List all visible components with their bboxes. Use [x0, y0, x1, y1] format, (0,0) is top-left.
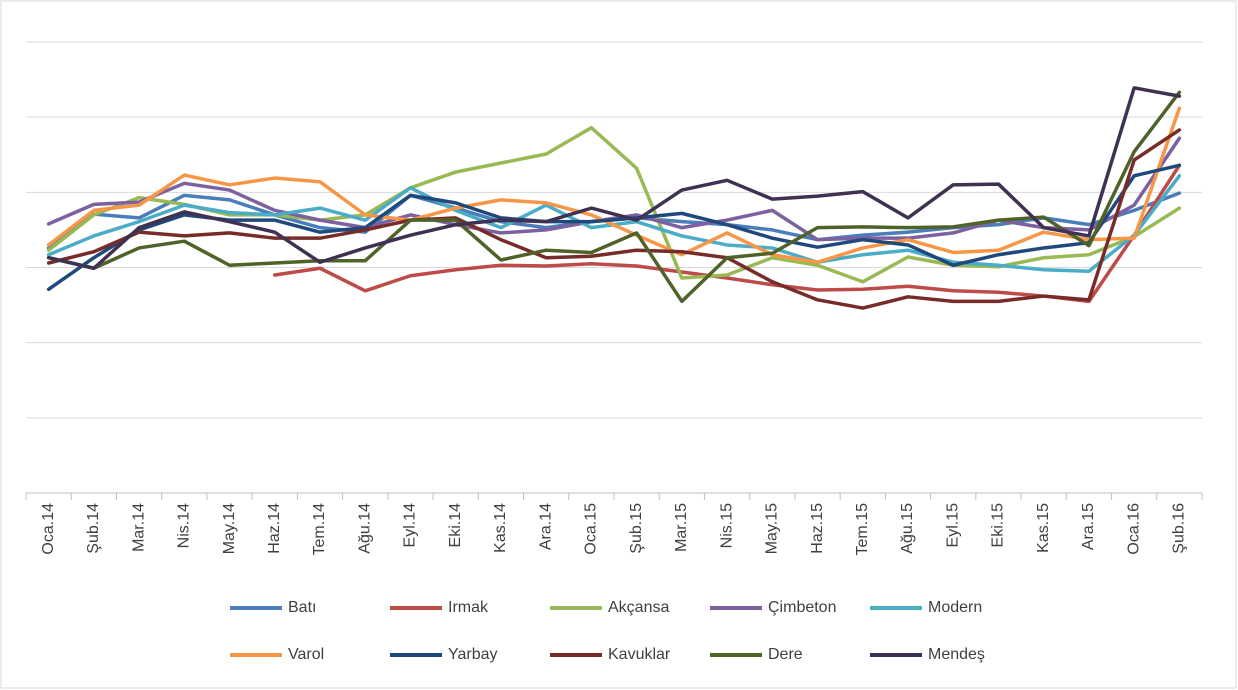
x-tick-label: Nis.14: [176, 503, 193, 548]
x-tick-label: Şub.15: [628, 503, 645, 554]
legend-label: Modern: [928, 599, 982, 616]
legend-label: Kavuklar: [608, 646, 671, 663]
legend-label: Irmak: [448, 599, 489, 616]
x-tick-label: Ara.15: [1080, 503, 1097, 550]
x-tick-label: Eki.14: [447, 503, 464, 548]
x-tick-label: Ağu.15: [899, 503, 916, 554]
x-tick-label: Eyl.14: [402, 503, 419, 548]
x-tick-label: Şub.14: [85, 503, 102, 554]
legend-label: Mendeş: [928, 646, 985, 663]
x-tick-label: Haz.14: [266, 503, 283, 554]
legend-label: Yarbay: [448, 646, 498, 663]
x-tick-label: Mar.15: [673, 503, 690, 552]
x-tick-label: Şub.16: [1171, 503, 1188, 554]
legend-label: Varol: [288, 646, 324, 663]
series-line: [46, 90, 1182, 304]
x-tick-label: Eyl.15: [944, 503, 961, 548]
x-tick-label: May.14: [221, 503, 238, 554]
x-tick-label: Ara.14: [537, 503, 554, 550]
series-line: [273, 163, 1182, 304]
x-tick-label: Oca.15: [583, 503, 600, 555]
x-tick-label: Oca.14: [40, 503, 57, 555]
series-line: [46, 106, 1182, 264]
legend-label: Akçansa: [608, 599, 669, 616]
x-tick-label: Oca.16: [1125, 503, 1142, 555]
x-tick-label: Haz.15: [809, 503, 826, 554]
x-tick-label: Nis.15: [718, 503, 735, 548]
series-line: [46, 86, 1182, 271]
legend-label: Batı: [288, 599, 316, 616]
series-line: [46, 128, 1182, 310]
x-tick-label: Ağu.14: [356, 503, 373, 554]
x-tick-label: Mar.14: [130, 503, 147, 552]
x-tick-label: Eki.15: [990, 503, 1007, 548]
x-tick-label: Tem.15: [854, 503, 871, 556]
x-tick-label: Kas.14: [492, 503, 509, 553]
x-tick-label: May.15: [764, 503, 781, 554]
x-tick-label: Kas.15: [1035, 503, 1052, 553]
legend-label: Çimbeton: [768, 599, 836, 616]
x-tick-label: Tem.14: [311, 503, 328, 556]
legend-label: Dere: [768, 646, 803, 663]
series-line: [46, 163, 1182, 292]
